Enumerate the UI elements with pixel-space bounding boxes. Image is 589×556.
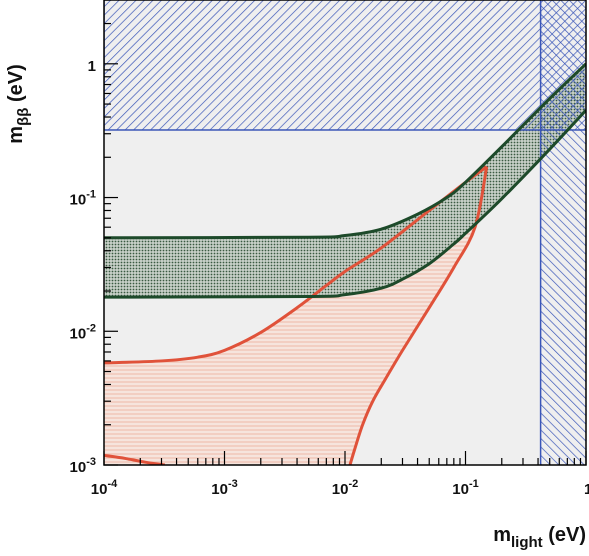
x-axis-ticks: [103, 451, 587, 465]
normal-band-lower-tail-curve: [104, 453, 166, 465]
inverted-band-upper-curve: [104, 62, 586, 240]
x-tick-label: 10-4: [91, 478, 118, 498]
inverted-band-lower-curve: [104, 109, 586, 299]
x-tick-label: 10-2: [332, 478, 358, 498]
y-tick-label: 10-2: [70, 322, 96, 342]
y-tick-label: 10-1: [70, 189, 96, 209]
x-axis-tick-labels: 10-4 10-3 10-2 10-1 1: [91, 478, 589, 498]
x-tick-label: 10-1: [452, 478, 478, 498]
y-tick-label: 10-3: [70, 456, 96, 476]
y-axis-tick-labels: 10-3 10-2 10-1 1: [70, 58, 96, 476]
x-tick-label: 1: [584, 481, 589, 498]
excluded-region-mbb: [104, 0, 586, 131]
excluded-region-mlight: [539, 0, 586, 465]
x-axis-title: mlight (eV): [493, 524, 586, 551]
normal-band-lower-curve: [348, 166, 489, 465]
y-axis-title: mββ (eV): [5, 64, 32, 143]
x-tick-label: 10-3: [211, 478, 237, 498]
y-axis-ticks: [104, 0, 118, 466]
y-tick-label: 1: [88, 58, 96, 75]
